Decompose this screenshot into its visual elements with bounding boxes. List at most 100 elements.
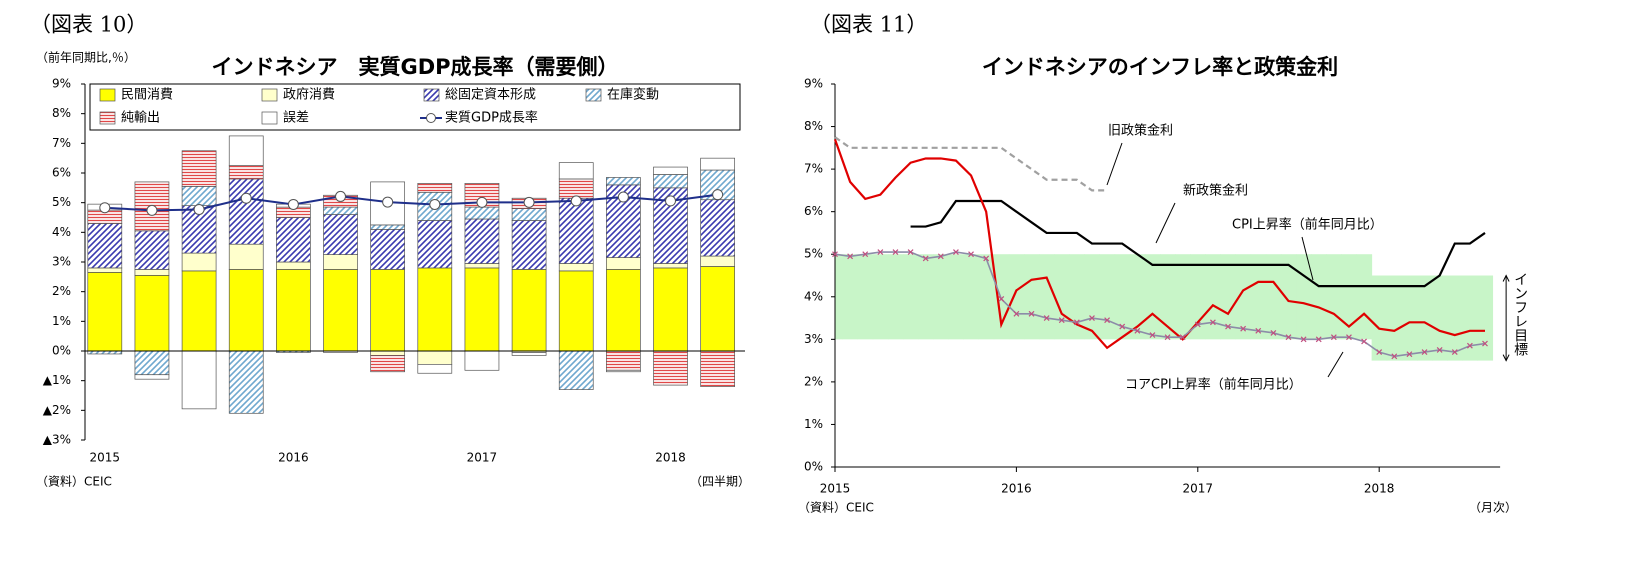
series-label: 旧政策金利	[1108, 123, 1173, 139]
bar-segment	[134, 275, 170, 352]
line-marker	[1255, 327, 1262, 334]
target-band	[1341, 254, 1358, 340]
line-marker	[832, 251, 838, 258]
target-band	[1235, 254, 1252, 340]
target-arrow	[1502, 274, 1510, 362]
line-marker	[1285, 334, 1292, 341]
bar-segment	[464, 263, 500, 269]
line-marker	[1482, 340, 1488, 347]
target-band	[1326, 254, 1342, 340]
target-band	[1250, 254, 1267, 340]
bar-segment	[323, 269, 358, 352]
line-marker	[1134, 327, 1141, 334]
bar-segment	[417, 350, 453, 365]
bar-segment	[228, 165, 264, 180]
target-band	[857, 254, 874, 340]
line-marker	[665, 195, 677, 207]
target-band	[1084, 254, 1101, 340]
line-marker	[968, 251, 974, 258]
bar-segment	[653, 174, 688, 189]
line-marker	[335, 190, 347, 202]
y-tick-label: 4%	[52, 225, 71, 239]
bar-segment	[228, 243, 264, 270]
line-marker	[617, 191, 629, 203]
x-tick-label: 2015	[90, 451, 121, 465]
y-tick-label: ▲1%	[43, 373, 71, 387]
x-axis-label: （月次）	[1469, 501, 1517, 515]
line-marker	[570, 195, 582, 207]
bar-segment	[181, 252, 217, 272]
target-band	[1401, 275, 1418, 361]
series-label: CPI上昇率（前年同月比）	[1232, 217, 1383, 233]
line-marker	[1436, 347, 1443, 353]
target-band	[1054, 254, 1070, 340]
y-tick-label: ▲3%	[43, 433, 71, 447]
target-band	[1069, 254, 1085, 340]
bar-segment	[370, 269, 406, 352]
line-marker	[1058, 317, 1065, 324]
bar-segment	[700, 266, 736, 352]
leader-line	[1327, 351, 1344, 378]
figure-label: （図表 10）	[30, 13, 147, 37]
target-band	[1220, 254, 1237, 340]
legend-label: 実質GDP成長率	[445, 110, 538, 126]
line-marker	[1149, 332, 1156, 339]
target-band	[835, 254, 844, 340]
bar-segment	[276, 261, 311, 270]
source: （資料）CEIC	[798, 501, 874, 515]
target-band	[1371, 275, 1388, 361]
line-marker	[1194, 321, 1201, 328]
y-tick-label: 9%	[52, 77, 71, 91]
line-marker	[847, 253, 854, 260]
legend-marker	[426, 113, 436, 123]
bar-segment	[606, 177, 641, 186]
x-tick-label: 2017	[1183, 482, 1214, 496]
legend-swatch	[423, 88, 440, 102]
bar-segment	[511, 269, 547, 352]
leader-line	[1155, 202, 1176, 244]
bar-segment	[134, 230, 170, 270]
line-marker	[1043, 315, 1050, 321]
figure-label: （図表 11）	[810, 13, 927, 37]
line-marker	[922, 255, 929, 262]
y-tick-label: 6%	[804, 204, 823, 218]
legend-swatch	[585, 88, 602, 102]
bar-segment	[606, 257, 641, 270]
y-tick-label: 9%	[804, 77, 823, 91]
target-band	[1175, 254, 1191, 340]
y-tick-label: 0%	[52, 344, 71, 358]
bar-segment	[181, 270, 217, 352]
x-axis-label: （四半期）	[690, 475, 750, 489]
target-band	[1432, 275, 1448, 361]
line-marker	[1179, 334, 1186, 341]
source: （資料）CEIC	[36, 475, 112, 489]
line-marker	[193, 203, 205, 215]
line-marker	[523, 196, 535, 208]
line-marker	[1089, 315, 1095, 321]
bar-segment	[417, 267, 453, 352]
bar-segment	[228, 135, 264, 166]
bar-segment	[87, 272, 123, 352]
bar-segment	[370, 224, 406, 230]
line-marker	[1119, 323, 1126, 330]
target-band	[963, 254, 980, 340]
target-band	[903, 254, 919, 340]
line-marker	[1300, 336, 1307, 343]
line-marker	[1028, 310, 1035, 317]
bar-segment	[181, 186, 217, 206]
bar-segment	[276, 217, 311, 263]
bar-segment	[87, 267, 123, 273]
target-band	[887, 254, 904, 340]
target-band	[933, 254, 949, 340]
target-band	[1023, 254, 1040, 340]
bar-segment	[558, 197, 594, 264]
y-tick-label: 1%	[804, 417, 823, 431]
y-tick-label: 0%	[804, 460, 823, 474]
bar-segment	[228, 178, 264, 245]
line-marker	[429, 198, 441, 210]
bar-segment	[558, 270, 594, 352]
line-marker	[1104, 317, 1111, 324]
line-marker	[1451, 349, 1458, 356]
target-band	[1160, 254, 1176, 340]
